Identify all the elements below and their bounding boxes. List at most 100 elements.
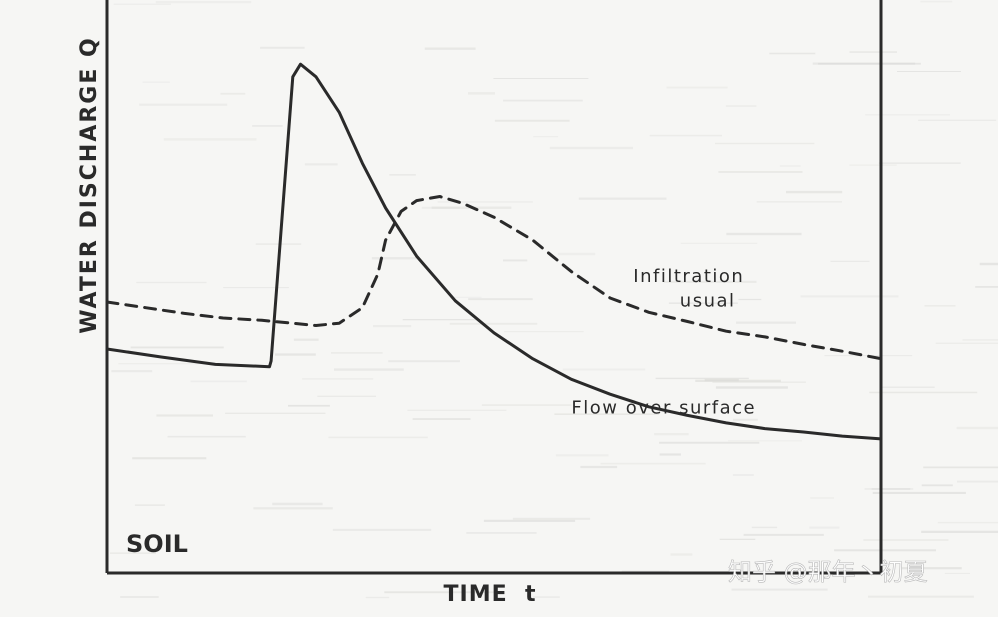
scan-texture-mark [120,596,159,598]
scan-texture-mark [705,379,739,381]
scan-texture-mark [963,339,998,340]
scan-texture-mark [225,413,325,414]
scan-texture-mark [191,381,247,383]
scan-texture-mark [288,405,330,407]
scan-texture-mark [834,549,936,551]
scan-texture-mark [975,286,998,288]
scan-texture-mark [726,105,757,107]
scan-texture-mark [579,198,667,200]
scan-texture-mark [865,114,950,115]
annotation-infiltration-2: usual [680,291,736,312]
scan-texture-mark [863,539,948,541]
scan-noise [110,1,998,598]
scan-texture-mark [654,433,688,435]
scan-texture-mark [139,104,227,106]
scan-texture-mark [373,325,411,327]
scan-texture-mark [450,323,538,325]
annotation-infiltration-1: Infiltration [633,266,744,287]
scan-texture-mark [801,295,899,297]
scan-texture-mark [938,522,998,523]
scan-texture-mark [305,163,338,165]
scan-texture-mark [869,392,977,394]
scan-texture-mark [388,360,460,362]
scan-texture-mark [136,282,206,283]
panel-label: SOIL [126,530,188,558]
scan-texture-mark [533,596,560,598]
scan-texture-mark [880,387,935,389]
y-axis-label: WATER DISCHARGE Q [77,36,102,334]
scan-texture-mark [667,87,728,89]
scan-texture-mark [601,463,706,465]
scan-texture-mark [920,1,952,3]
scan-texture-mark [879,162,961,164]
scan-texture-mark [752,527,777,528]
scan-texture-mark [563,369,645,371]
scan-texture-mark [331,352,383,354]
scan-texture-mark [945,573,970,574]
scan-texture-mark [422,207,460,209]
scan-texture-mark [425,48,476,50]
scan-texture-mark [868,596,974,598]
scan-texture-mark [328,437,427,439]
scan-texture-mark [221,93,246,95]
scan-texture-mark [780,165,801,166]
scan-texture-mark [275,353,316,355]
scan-texture-mark [558,253,595,255]
scan-texture-mark [716,386,788,388]
scan-texture-mark [253,507,332,509]
scan-texture-mark [659,442,759,444]
scan-texture-mark [550,147,633,149]
scan-texture-mark [957,427,998,429]
scan-texture-mark [681,243,758,244]
scan-texture-mark [451,297,482,298]
scan-texture-mark [922,484,953,486]
scan-texture-mark [513,518,590,520]
scan-texture-mark [831,261,870,262]
scan-texture-mark [135,504,165,505]
scan-texture-mark [132,457,206,459]
scan-texture-mark [671,553,693,555]
watermark: 知乎 @那年丶初夏 [728,558,928,586]
scan-texture-mark [366,597,389,598]
scan-texture-mark [389,174,416,176]
scan-texture-mark [495,120,570,122]
annotation-flow-surface: Flow over surface [571,398,756,419]
scan-texture-mark [757,201,842,203]
scan-texture-mark [493,78,588,79]
scan-texture-mark [256,243,302,245]
scan-texture-mark [720,539,756,540]
scan-texture-mark [156,1,251,3]
scan-texture-mark [503,260,527,262]
scan-texture-mark [769,53,815,55]
scan-texture-mark [466,532,536,534]
scan-texture-mark [482,404,572,406]
scan-texture-mark [918,120,996,121]
scan-texture-mark [334,368,404,370]
scan-texture-mark [533,136,558,137]
scan-texture-mark [111,370,152,372]
scan-texture-mark [936,343,998,344]
scan-texture-mark [818,63,921,65]
scan-texture-mark [921,531,998,533]
scan-texture-mark [923,467,998,469]
scan-texture-mark [131,347,224,349]
scan-texture-mark [715,143,814,144]
scan-texture-mark [223,287,289,288]
scan-texture-mark [403,319,478,320]
scan-texture-mark [850,51,898,53]
scan-texture-mark [252,125,283,127]
scan-texture-mark [733,474,754,475]
scan-texture-mark [897,71,961,72]
scan-texture-mark [302,378,373,380]
scan-texture-mark [333,529,431,531]
scan-texture-mark [156,414,213,416]
scan-texture-mark [957,481,998,483]
scan-texture-mark [809,527,839,529]
scan-texture-mark [744,534,824,536]
scan-texture-mark [732,589,828,591]
scan-texture-mark [317,396,376,397]
scan-texture-mark [786,191,842,193]
scan-texture-mark [294,339,319,341]
